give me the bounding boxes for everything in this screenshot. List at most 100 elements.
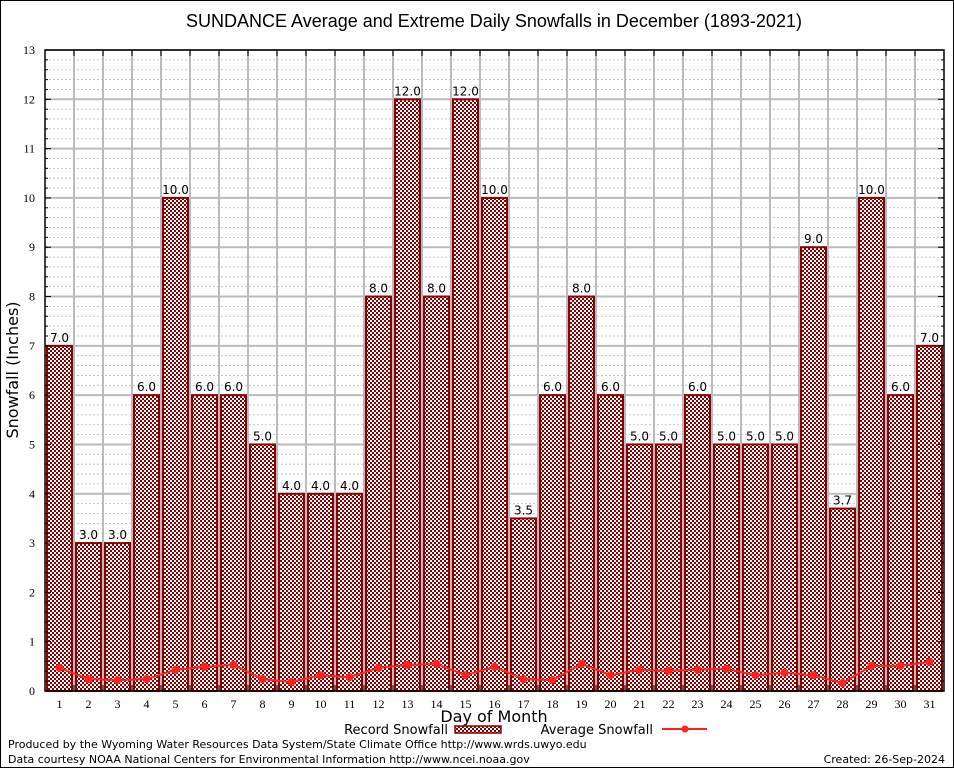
legend-record-swatch <box>454 725 502 734</box>
average-point <box>925 657 934 666</box>
record-bar <box>510 517 537 693</box>
y-tick-label: 12 <box>23 92 35 106</box>
x-tick-label: 1 <box>57 697 63 711</box>
x-axis-label: Day of Month <box>440 707 547 726</box>
record-bar <box>742 443 769 693</box>
record-bar <box>626 443 653 693</box>
record-bar <box>916 344 943 692</box>
record-bar-label: 7.0 <box>50 331 69 345</box>
y-tick-label: 7 <box>29 339 35 353</box>
x-tick-label: 29 <box>866 697 878 711</box>
record-bar-label: 6.0 <box>195 380 214 394</box>
record-bar <box>597 394 624 692</box>
record-bar <box>394 98 421 693</box>
y-tick-label: 10 <box>23 191 35 205</box>
x-tick-label: 16 <box>489 697 501 711</box>
x-ticks: 1 2 3 4 5 6 7 8 9 10 11 12 13 14 15 16 17 18 19 20 21 22 23 24 2… <box>57 50 936 711</box>
y-tick-label: 11 <box>23 142 35 156</box>
average-point <box>577 659 586 668</box>
record-bar <box>684 394 711 692</box>
record-bar-label: 4.0 <box>282 479 301 493</box>
record-bar <box>46 344 73 692</box>
record-bar-label: 12.0 <box>394 84 421 98</box>
x-tick-label: 9 <box>289 697 295 711</box>
average-line <box>55 657 934 688</box>
average-point <box>548 676 557 685</box>
record-bar <box>481 196 508 693</box>
record-bar-label: 6.0 <box>543 380 562 394</box>
record-bar-label: 6.0 <box>601 380 620 394</box>
x-tick-label: 8 <box>260 697 266 711</box>
record-bar <box>539 394 566 692</box>
record-bar <box>452 98 479 693</box>
average-point <box>287 678 296 687</box>
x-tick-label: 23 <box>692 697 704 711</box>
record-bar-label: 3.0 <box>79 528 98 542</box>
record-bar-label: 3.5 <box>514 503 533 517</box>
x-tick-label: 21 <box>634 697 646 711</box>
record-bar-label: 5.0 <box>746 429 765 443</box>
record-bar-label: 7.0 <box>920 331 939 345</box>
footer-data-courtesy: Data courtesy NOAA National Centers for … <box>8 753 530 766</box>
average-point <box>113 676 122 685</box>
y-tick-label: 5 <box>29 437 35 451</box>
record-bar <box>249 443 276 693</box>
record-bar <box>655 443 682 693</box>
x-tick-label: 5 <box>173 697 179 711</box>
record-bar-label: 9.0 <box>804 232 823 246</box>
average-point <box>55 663 64 672</box>
record-bar-label: 6.0 <box>891 380 910 394</box>
legend-average-label: Average Snowfall <box>541 723 653 738</box>
record-bar-label: 8.0 <box>427 282 446 296</box>
record-bar <box>568 295 595 692</box>
record-bar-label: 5.0 <box>630 429 649 443</box>
average-point <box>664 666 673 675</box>
record-bar-label: 4.0 <box>311 479 330 493</box>
average-point <box>316 671 325 680</box>
average-point <box>229 660 238 669</box>
average-point <box>606 671 615 680</box>
record-bar <box>365 295 392 692</box>
average-point <box>809 671 818 680</box>
record-bar-label: 10.0 <box>481 183 508 197</box>
average-point <box>780 668 789 677</box>
average-point <box>200 662 209 671</box>
x-tick-label: 14 <box>431 697 443 711</box>
record-bar <box>713 443 740 693</box>
average-point <box>635 665 644 674</box>
average-point <box>432 659 441 668</box>
record-bar-label: 5.0 <box>659 429 678 443</box>
y-tick-label: 3 <box>29 536 35 550</box>
average-point <box>722 664 731 673</box>
x-tick-label: 2 <box>86 697 92 711</box>
record-bar-label: 6.0 <box>137 380 156 394</box>
average-point <box>374 663 383 672</box>
record-bar <box>191 394 218 692</box>
y-tick-label: 8 <box>29 290 35 304</box>
record-bar-label: 6.0 <box>224 380 243 394</box>
y-tick-label: 0 <box>29 684 35 698</box>
record-bar-label: 10.0 <box>162 183 189 197</box>
average-point <box>867 661 876 670</box>
x-tick-label: 26 <box>779 697 791 711</box>
record-bar-label: 3.0 <box>108 528 127 542</box>
bars <box>46 98 943 693</box>
plot-border <box>44 49 945 692</box>
average-point <box>838 679 847 688</box>
x-tick-label: 13 <box>402 697 414 711</box>
footer-produced-by: Produced by the Wyoming Water Resources … <box>8 738 587 751</box>
x-tick-label: 12 <box>373 697 385 711</box>
record-bar <box>278 492 305 692</box>
record-bar <box>423 295 450 692</box>
x-tick-label: 15 <box>460 697 472 711</box>
x-tick-label: 28 <box>837 697 849 711</box>
x-tick-label: 6 <box>202 697 208 711</box>
y-tick-label: 13 <box>23 43 35 57</box>
y-axis-label: Snowfall (Inches) <box>3 301 22 438</box>
record-bar <box>104 542 131 692</box>
record-bar <box>858 196 885 693</box>
record-bar <box>133 394 160 692</box>
chart-title: SUNDANCE Average and Extreme Daily Snowf… <box>186 11 802 31</box>
